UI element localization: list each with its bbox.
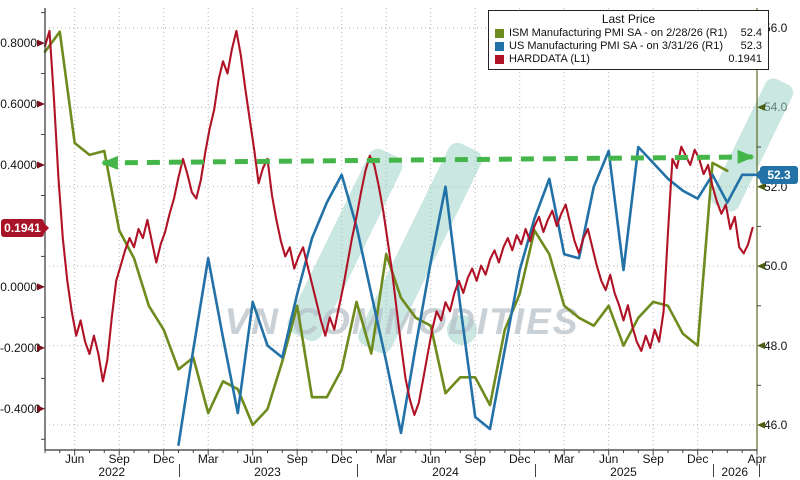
right-axis-tick-label: 48.0 <box>764 338 788 353</box>
x-axis-year-label: 2023 <box>254 465 281 479</box>
legend-swatch-uspmi <box>495 42 504 51</box>
year-separator <box>712 464 714 477</box>
x-axis-year-label: 2022 <box>98 465 126 479</box>
trend-dashed-line <box>102 154 753 166</box>
left-axis-tick-label: -0.4000 <box>0 401 41 416</box>
legend-value: 52.3 <box>740 40 762 52</box>
tick-arrow <box>37 283 45 291</box>
tick-arrow <box>37 100 45 108</box>
right-axis-tick-label: 46.0 <box>764 417 788 432</box>
x-axis-month-label: Jun <box>420 452 441 466</box>
series-line-us-manufacturing-pmi-sa <box>177 145 759 447</box>
x-axis-month-label: Dec <box>152 452 175 466</box>
tick-arrow <box>37 39 45 47</box>
x-axis-month-label: Sep <box>464 452 486 466</box>
x-axis-month-label: Sep <box>108 452 130 466</box>
x-axis-month-label: Dec <box>330 452 353 466</box>
left-axis-tick-label: 0.8000 <box>0 36 37 51</box>
watermark-logo-bar <box>710 78 794 212</box>
watermark-logo <box>287 78 794 354</box>
x-axis-month-label: Sep <box>286 452 308 466</box>
left-axis-tick-label: 0.0000 <box>0 279 37 294</box>
tick-arrow <box>757 342 765 350</box>
watermark-logo-bar <box>287 148 403 342</box>
legend-item-harddata: HARDDATA (L1) 0.1941 <box>495 53 762 66</box>
x-axis-month-label: Jun <box>64 452 85 466</box>
left-axis-tick-label: -0.2000 <box>0 340 41 355</box>
year-separator <box>534 464 536 477</box>
legend-value: 52.4 <box>740 27 762 39</box>
legend-label: ISM Manufacturing PMI SA - on 2/28/26 (R… <box>509 27 728 39</box>
x-axis-year-label: 2026 <box>721 465 749 479</box>
legend-label: US Manufacturing PMI SA - on 3/31/26 (R1… <box>509 40 723 52</box>
watermark-logo-dot <box>447 315 477 345</box>
legend-item-ism: ISM Manufacturing PMI SA - on 2/28/26 (R… <box>495 27 762 40</box>
x-axis-month-label: Dec <box>686 452 709 466</box>
legend-swatch-ism <box>495 29 504 38</box>
left-axis-tick-label: 0.6000 <box>0 97 37 112</box>
tick-arrow <box>757 183 765 191</box>
series-line-harddata <box>43 29 754 416</box>
pmi-last-value-badge: 52.3 <box>755 165 798 184</box>
series-line-ism-manufacturing-pmi-sa <box>43 30 729 427</box>
x-axis-month-label: Mar <box>197 452 219 466</box>
right-axis-tick-label: 56.0 <box>764 20 788 35</box>
watermark-text: VN COMMODITIES <box>225 301 580 342</box>
watermark-logo-bar <box>358 142 482 354</box>
x-axis-month-label: Dec <box>508 452 531 466</box>
year-separator <box>759 464 760 477</box>
tick-arrow <box>757 103 765 111</box>
x-axis-month-label: Jun <box>598 452 619 466</box>
legend-swatch-harddata <box>495 55 504 64</box>
right-axis-tick-label: 50.0 <box>764 259 788 274</box>
legend-label: HARDDATA (L1) <box>509 53 590 65</box>
year-separator <box>178 464 180 477</box>
x-axis-month-label: Jun <box>242 452 263 466</box>
harddata-last-value-badge: 0.1941 <box>1 218 49 237</box>
tick-arrow <box>757 262 765 270</box>
x-axis-month-label: Mar <box>375 452 397 466</box>
x-axis-year-label: 2025 <box>610 465 637 479</box>
trend-arrowhead-left <box>100 155 118 170</box>
legend-box: Last Price ISM Manufacturing PMI SA - on… <box>488 10 769 70</box>
left-axis-tick-label: 0.4000 <box>0 157 37 172</box>
tick-arrow <box>37 405 45 413</box>
x-axis-month-label: Mar <box>553 452 575 466</box>
x-axis-month-label: Sep <box>642 452 664 466</box>
tick-arrow <box>757 421 765 429</box>
legend-item-uspmi: US Manufacturing PMI SA - on 3/31/26 (R1… <box>495 40 762 53</box>
x-axis-month-label: Apr <box>747 452 767 466</box>
tick-arrow <box>37 161 45 169</box>
tick-arrow <box>37 344 45 352</box>
trend-arrowhead-right <box>737 149 755 164</box>
year-separator <box>356 464 358 477</box>
legend-title: Last Price <box>601 12 656 26</box>
x-axis-year-label: 2024 <box>432 465 459 479</box>
legend-value: 0.1941 <box>728 53 762 65</box>
